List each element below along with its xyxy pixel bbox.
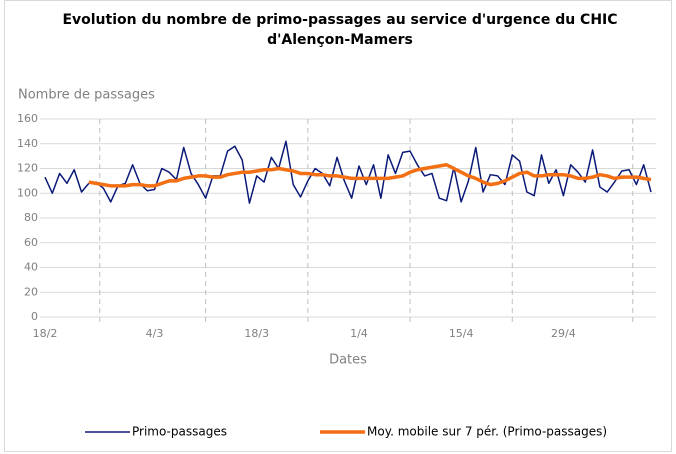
y-tick-label: 100: [17, 186, 38, 199]
x-tick-label: 1/4: [350, 327, 368, 340]
legend-label: Moy. mobile sur 7 pér. (Primo-passages): [367, 425, 607, 439]
y-axis-title: Nombre de passages: [18, 88, 155, 103]
y-tick-label: 0: [31, 310, 38, 323]
y-tick-label: 120: [17, 162, 38, 175]
y-tick-label: 160: [17, 112, 38, 125]
series-line: [88, 163, 652, 188]
chart-title: Evolution du nombre de primo-passages au…: [62, 12, 618, 48]
legend-label: Primo-passages: [132, 425, 227, 439]
series-line: [44, 140, 652, 204]
chart-frame: [4, 0, 672, 452]
y-tick-label: 20: [24, 285, 38, 298]
x-tick-label: 18/3: [244, 327, 269, 340]
y-tick-label: 140: [17, 137, 38, 150]
y-tick-label: 40: [24, 261, 38, 274]
x-tick-label: 29/4: [551, 327, 576, 340]
x-tick-label: 15/4: [449, 327, 474, 340]
y-tick-label: 80: [24, 211, 38, 224]
x-axis-title: Dates: [329, 353, 367, 368]
x-tick-label: 18/2: [33, 327, 58, 340]
y-tick-label: 60: [24, 236, 38, 249]
x-tick-label: 4/3: [146, 327, 164, 340]
